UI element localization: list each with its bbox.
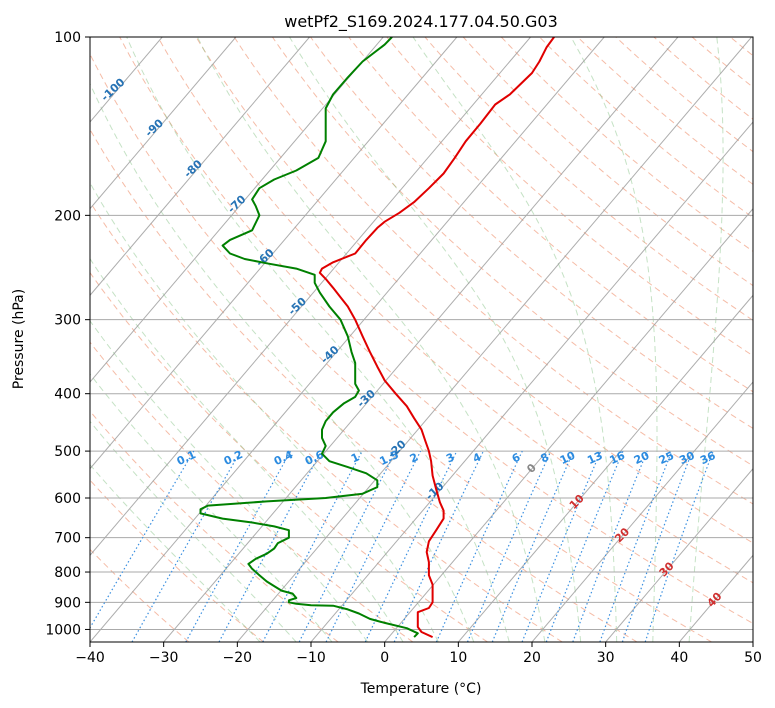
dry-adiabat-line	[157, 37, 753, 584]
x-tick-label: 0	[380, 650, 389, 666]
y-axis-label: Pressure (hPa)	[11, 289, 27, 389]
plot-frame	[89, 36, 754, 643]
mixing-ratio-label: 16	[608, 449, 628, 467]
mixing-ratio-line	[218, 450, 323, 642]
isotherm-line	[236, 37, 752, 642]
y-tick-label: 400	[54, 387, 81, 403]
mixing-ratio-label: 25	[657, 449, 676, 467]
chart-title: wetPf2_S169.2024.177.04.50.G03	[284, 12, 558, 32]
moist-adiabat-line	[412, 37, 618, 642]
y-tick-label: 900	[54, 595, 81, 611]
dry-adiabat-line	[500, 37, 753, 252]
mixing-ratio-label: 30	[677, 449, 697, 467]
isotherm-line	[90, 37, 310, 297]
moist-adiabats	[90, 37, 724, 642]
x-tick-label: −10	[296, 650, 326, 666]
y-tick-label: 600	[54, 491, 81, 507]
y-tick-label: 500	[54, 444, 81, 460]
dry-adiabat-line	[462, 37, 753, 287]
x-tick-label: −20	[223, 650, 253, 666]
dry-adiabat-line	[310, 37, 753, 429]
y-tick-label: 700	[54, 531, 81, 547]
mixing-ratio-lines	[90, 450, 714, 642]
mixing-ratio-line	[131, 450, 242, 642]
isotherm-line	[90, 37, 237, 210]
dry-adiabat-line	[348, 37, 753, 393]
dry-adiabat-line	[424, 37, 753, 321]
x-tick-label: 40	[670, 650, 688, 666]
mixing-ratio-label: 10	[558, 449, 578, 467]
isotherms	[90, 37, 753, 642]
temperature-profile-line	[318, 37, 555, 639]
mixing-ratio-label: 13	[585, 449, 604, 467]
y-tick-label: 800	[54, 565, 81, 581]
isotherm-line	[605, 467, 753, 642]
dry-adiabat-line	[233, 37, 753, 505]
x-tick-label: −40	[75, 650, 105, 666]
mixing-ratio-line	[466, 450, 552, 642]
dry-adiabat-line	[90, 128, 638, 642]
mixing-ratio-line	[185, 450, 292, 642]
isotherm-line	[163, 37, 679, 642]
mixing-ratio-line	[393, 450, 484, 642]
mixing-ratio-line	[435, 450, 523, 642]
isotherm-line	[384, 207, 753, 642]
y-tick-label: 300	[54, 313, 81, 329]
x-tick-label: 30	[597, 650, 615, 666]
x-tick-label: 10	[449, 650, 467, 666]
x-tick-label: 50	[744, 650, 762, 666]
moist-adiabat-line	[570, 37, 658, 642]
isotherm-line	[90, 37, 605, 642]
isotherm-line	[90, 37, 458, 470]
dry-adiabat-line	[90, 53, 712, 642]
mixing-ratio-line	[644, 450, 714, 642]
moist-adiabat-line	[196, 37, 546, 642]
isotherm-line	[90, 37, 384, 383]
x-tick-label: 20	[523, 650, 541, 666]
y-axis: 100 200 300 400 500 600 700 800 900 1000	[45, 30, 90, 638]
isotherm-line	[531, 381, 753, 642]
mixing-ratio-line	[325, 450, 422, 642]
mixing-ratio-line	[491, 450, 575, 642]
moist-adiabat-line	[90, 464, 261, 642]
y-tick-label: 100	[54, 30, 81, 46]
moist-adiabat-line	[90, 257, 404, 642]
isobars	[90, 37, 753, 630]
sounding-series	[199, 37, 555, 639]
x-axis-label: Temperature (°C)	[360, 681, 482, 697]
x-tick-label: −30	[149, 650, 179, 666]
y-tick-label: 200	[54, 208, 81, 224]
isotherm-line	[457, 294, 753, 642]
mixing-ratio-line	[621, 450, 693, 642]
moist-adiabat-line	[90, 82, 475, 642]
dry-adiabat-line	[119, 37, 753, 625]
isotherm-line	[310, 121, 753, 642]
dry-adiabat-line	[615, 37, 753, 153]
mixing-ratio-label: 20	[632, 449, 652, 467]
mixing-ratio-label: 36	[698, 449, 718, 467]
dry-adiabat-line	[386, 37, 753, 357]
x-axis: −40 −30 −20 −10 0 10 20 30 40 50	[75, 642, 762, 666]
moist-adiabat-line	[289, 37, 582, 642]
mixing-ratio-line	[364, 450, 458, 642]
y-tick-label: 1000	[45, 622, 81, 638]
moist-adiabat-line	[688, 37, 724, 642]
dewpoint-profile-line	[199, 37, 419, 638]
dry-adiabat-line	[90, 479, 264, 642]
moist-adiabat-line	[126, 37, 510, 642]
dry-adiabat-line	[195, 37, 753, 544]
isotherm-line	[90, 37, 531, 557]
mixing-ratio-line	[90, 450, 195, 629]
